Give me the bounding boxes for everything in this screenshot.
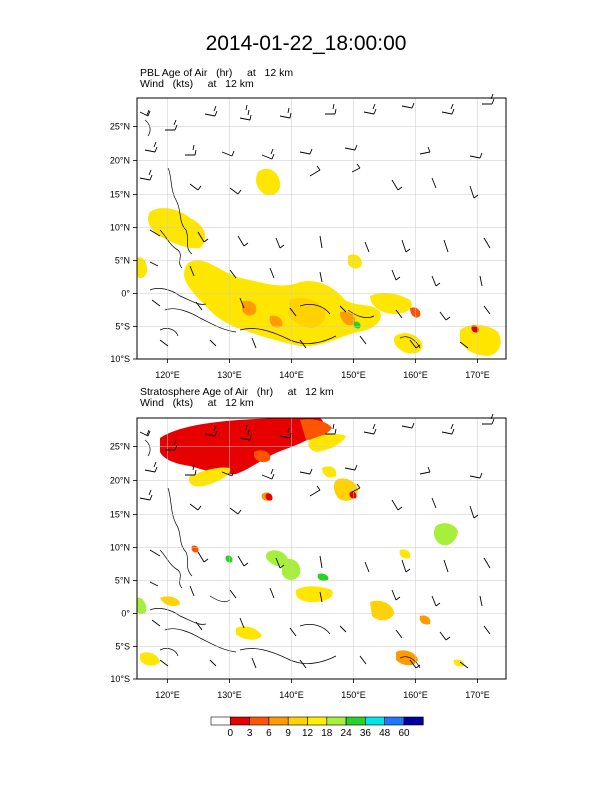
- pbl-lon-label: 160°E: [403, 370, 428, 380]
- pbl-lat-label: 15°N: [110, 190, 130, 200]
- strat-field-label: Stratosphere Age of Air (hr) at 12 km: [140, 386, 334, 398]
- pbl-lat-label: 5°S: [115, 322, 130, 332]
- strat-lon-label: 170°E: [465, 690, 490, 700]
- figure-title: 2014-01-22_18:00:00: [205, 32, 407, 55]
- colorbar-swatch: [249, 716, 270, 726]
- strat-lat-label: 15°N: [110, 510, 130, 520]
- strat-lat-label: 5°N: [115, 576, 130, 586]
- strat-panel-label: Stratosphere Age of Air (hr) at 12 km Wi…: [140, 387, 334, 409]
- strat-map-panel: 25°N 20°N 15°N 10°N 5°N 0° 5°S 10°S 120°…: [110, 413, 507, 700]
- strat-lat-label: 0°: [121, 609, 130, 619]
- strat-gridlines: [137, 418, 506, 679]
- colorbar-label: 9: [285, 728, 291, 739]
- colorbar-swatch: [403, 716, 424, 726]
- strat-lat-label: 10°S: [110, 674, 130, 684]
- strat-lat-label: 5°S: [115, 642, 130, 652]
- colorbar-swatch: [326, 716, 347, 726]
- colorbar-label: 0: [227, 728, 234, 739]
- strat-map-frame: [136, 417, 507, 680]
- pbl-gridlines: [137, 98, 506, 359]
- pbl-lon-label: 130°E: [217, 370, 242, 380]
- pbl-panel-label: PBL Age of Air (hr) at 12 km Wind (kts) …: [140, 68, 293, 90]
- pbl-lon-label: 140°E: [279, 370, 304, 380]
- colorbar-swatch: [365, 716, 385, 726]
- colorbar-label: 60: [398, 728, 410, 739]
- strat-wind-barbs: [139, 413, 495, 669]
- colorbar-label: 48: [379, 728, 391, 739]
- strat-wind-label: Wind (kts) at 12 km: [140, 397, 254, 409]
- strat-lon-labels: 120°E 130°E 140°E 150°E 160°E 170°E: [155, 690, 490, 700]
- colorbar-label: 6: [266, 728, 272, 739]
- colorbar-label: 3: [246, 728, 253, 739]
- colorbar-swatch: [345, 716, 366, 726]
- colorbar-swatch: [268, 716, 289, 726]
- pbl-wind-label: Wind (kts) at 12 km: [140, 78, 254, 90]
- colorbar-label: 24: [340, 728, 352, 739]
- colorbar-swatch: [230, 716, 250, 726]
- strat-lon-label: 150°E: [341, 690, 366, 700]
- pbl-shaded-field: [137, 119, 501, 356]
- colorbar-swatch: [384, 716, 405, 726]
- strat-lat-label: 10°N: [110, 543, 130, 553]
- colorbar-label: 12: [301, 728, 314, 739]
- pbl-lat-label: 10°S: [110, 354, 130, 364]
- pbl-ticks: [133, 126, 478, 363]
- pbl-lat-label: 5°N: [115, 256, 130, 266]
- colorbar-label: 18: [321, 728, 333, 739]
- pbl-lat-label: 0°: [121, 289, 130, 299]
- colorbar-label: 36: [359, 728, 371, 739]
- strat-lat-label: 25°N: [110, 442, 130, 452]
- pbl-lon-label: 170°E: [465, 370, 490, 380]
- pbl-wind-barbs: [139, 93, 495, 349]
- pbl-map-frame: [136, 97, 507, 360]
- pbl-field-label: PBL Age of Air (hr) at 12 km: [140, 67, 294, 79]
- pbl-lat-label: 25°N: [110, 122, 130, 132]
- pbl-lat-label: 20°N: [110, 156, 130, 166]
- pbl-lon-label: 150°E: [341, 370, 366, 380]
- pbl-lon-label: 120°E: [155, 370, 180, 380]
- colorbar: [210, 716, 424, 726]
- colorbar-swatch: [287, 716, 308, 726]
- strat-lon-label: 130°E: [217, 690, 242, 700]
- strat-lat-label: 20°N: [110, 476, 130, 486]
- strat-shaded-field: [137, 418, 465, 669]
- strat-lat-labels: 25°N 20°N 15°N 10°N 5°N 0° 5°S 10°S: [110, 442, 131, 685]
- strat-lon-label: 120°E: [155, 690, 180, 700]
- strat-ticks: [133, 446, 478, 683]
- colorbar-swatch: [307, 716, 328, 726]
- pbl-lat-labels: 25°N 20°N 15°N 10°N 5°N 0° 5°S 10°S: [110, 122, 131, 365]
- strat-lon-label: 140°E: [279, 690, 304, 700]
- pbl-lon-labels: 120°E 130°E 140°E 150°E 160°E 170°E: [155, 370, 490, 380]
- strat-lon-label: 160°E: [403, 690, 428, 700]
- pbl-lat-label: 10°N: [110, 223, 130, 233]
- colorbar-swatch: [210, 716, 231, 726]
- pbl-map-panel: 25°N 20°N 15°N 10°N 5°N 0° 5°S 10°S 120°…: [110, 93, 507, 380]
